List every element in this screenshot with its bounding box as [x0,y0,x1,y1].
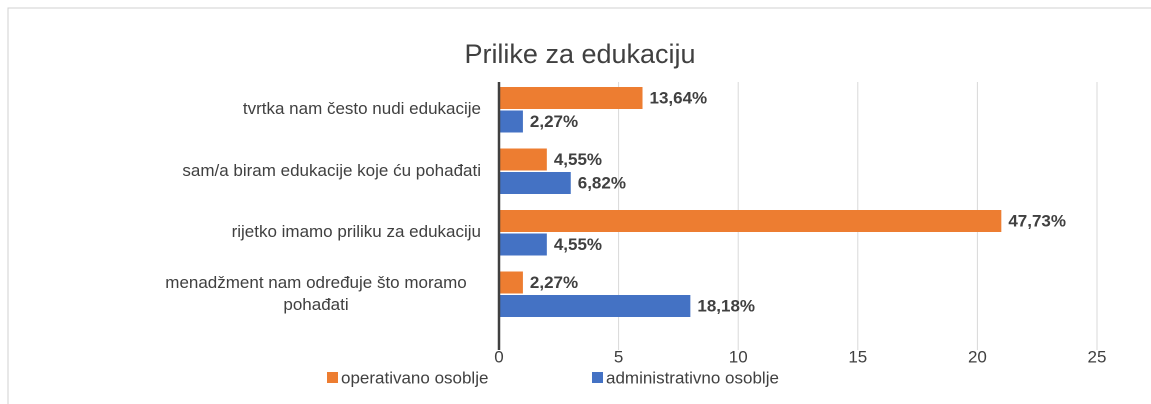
data-label: 4,55% [554,150,602,169]
x-tick-label: 25 [1088,347,1107,366]
bar [499,87,643,109]
x-tick-label: 20 [968,347,987,366]
legend-label: operativano osoblje [341,368,488,387]
data-label: 6,82% [578,173,626,192]
frame [7,7,1151,404]
x-tick-label: 0 [494,347,503,366]
x-tick-label: 10 [729,347,748,366]
category-label: rijetko imamo priliku za edukaciju [231,222,481,241]
legend-label: administrativno osoblje [606,368,779,387]
data-label: 13,64% [650,88,708,107]
data-label: 18,18% [697,296,755,315]
category-label: sam/a biram edukacije koje ću pohađati [182,160,481,180]
legend-swatch [327,372,338,383]
chart-title: Prilike za edukaciju [464,39,695,69]
bar [499,210,1002,232]
bar [499,172,571,194]
category-label: tvrtka nam često nudi edukacije [242,99,481,118]
bar [499,148,547,171]
bar [499,271,523,294]
bar [499,233,547,256]
x-tick-label: 5 [614,347,623,366]
bar [499,295,691,317]
legend-swatch [592,372,603,383]
data-label: 2,27% [530,273,578,292]
bar [499,110,523,133]
data-label: 4,55% [554,235,602,254]
data-label: 47,73% [1008,211,1066,230]
data-label: 2,27% [530,112,578,131]
category-label: menadžment nam određuje što moramo pohađ… [165,272,467,314]
x-tick-label: 15 [848,347,867,366]
